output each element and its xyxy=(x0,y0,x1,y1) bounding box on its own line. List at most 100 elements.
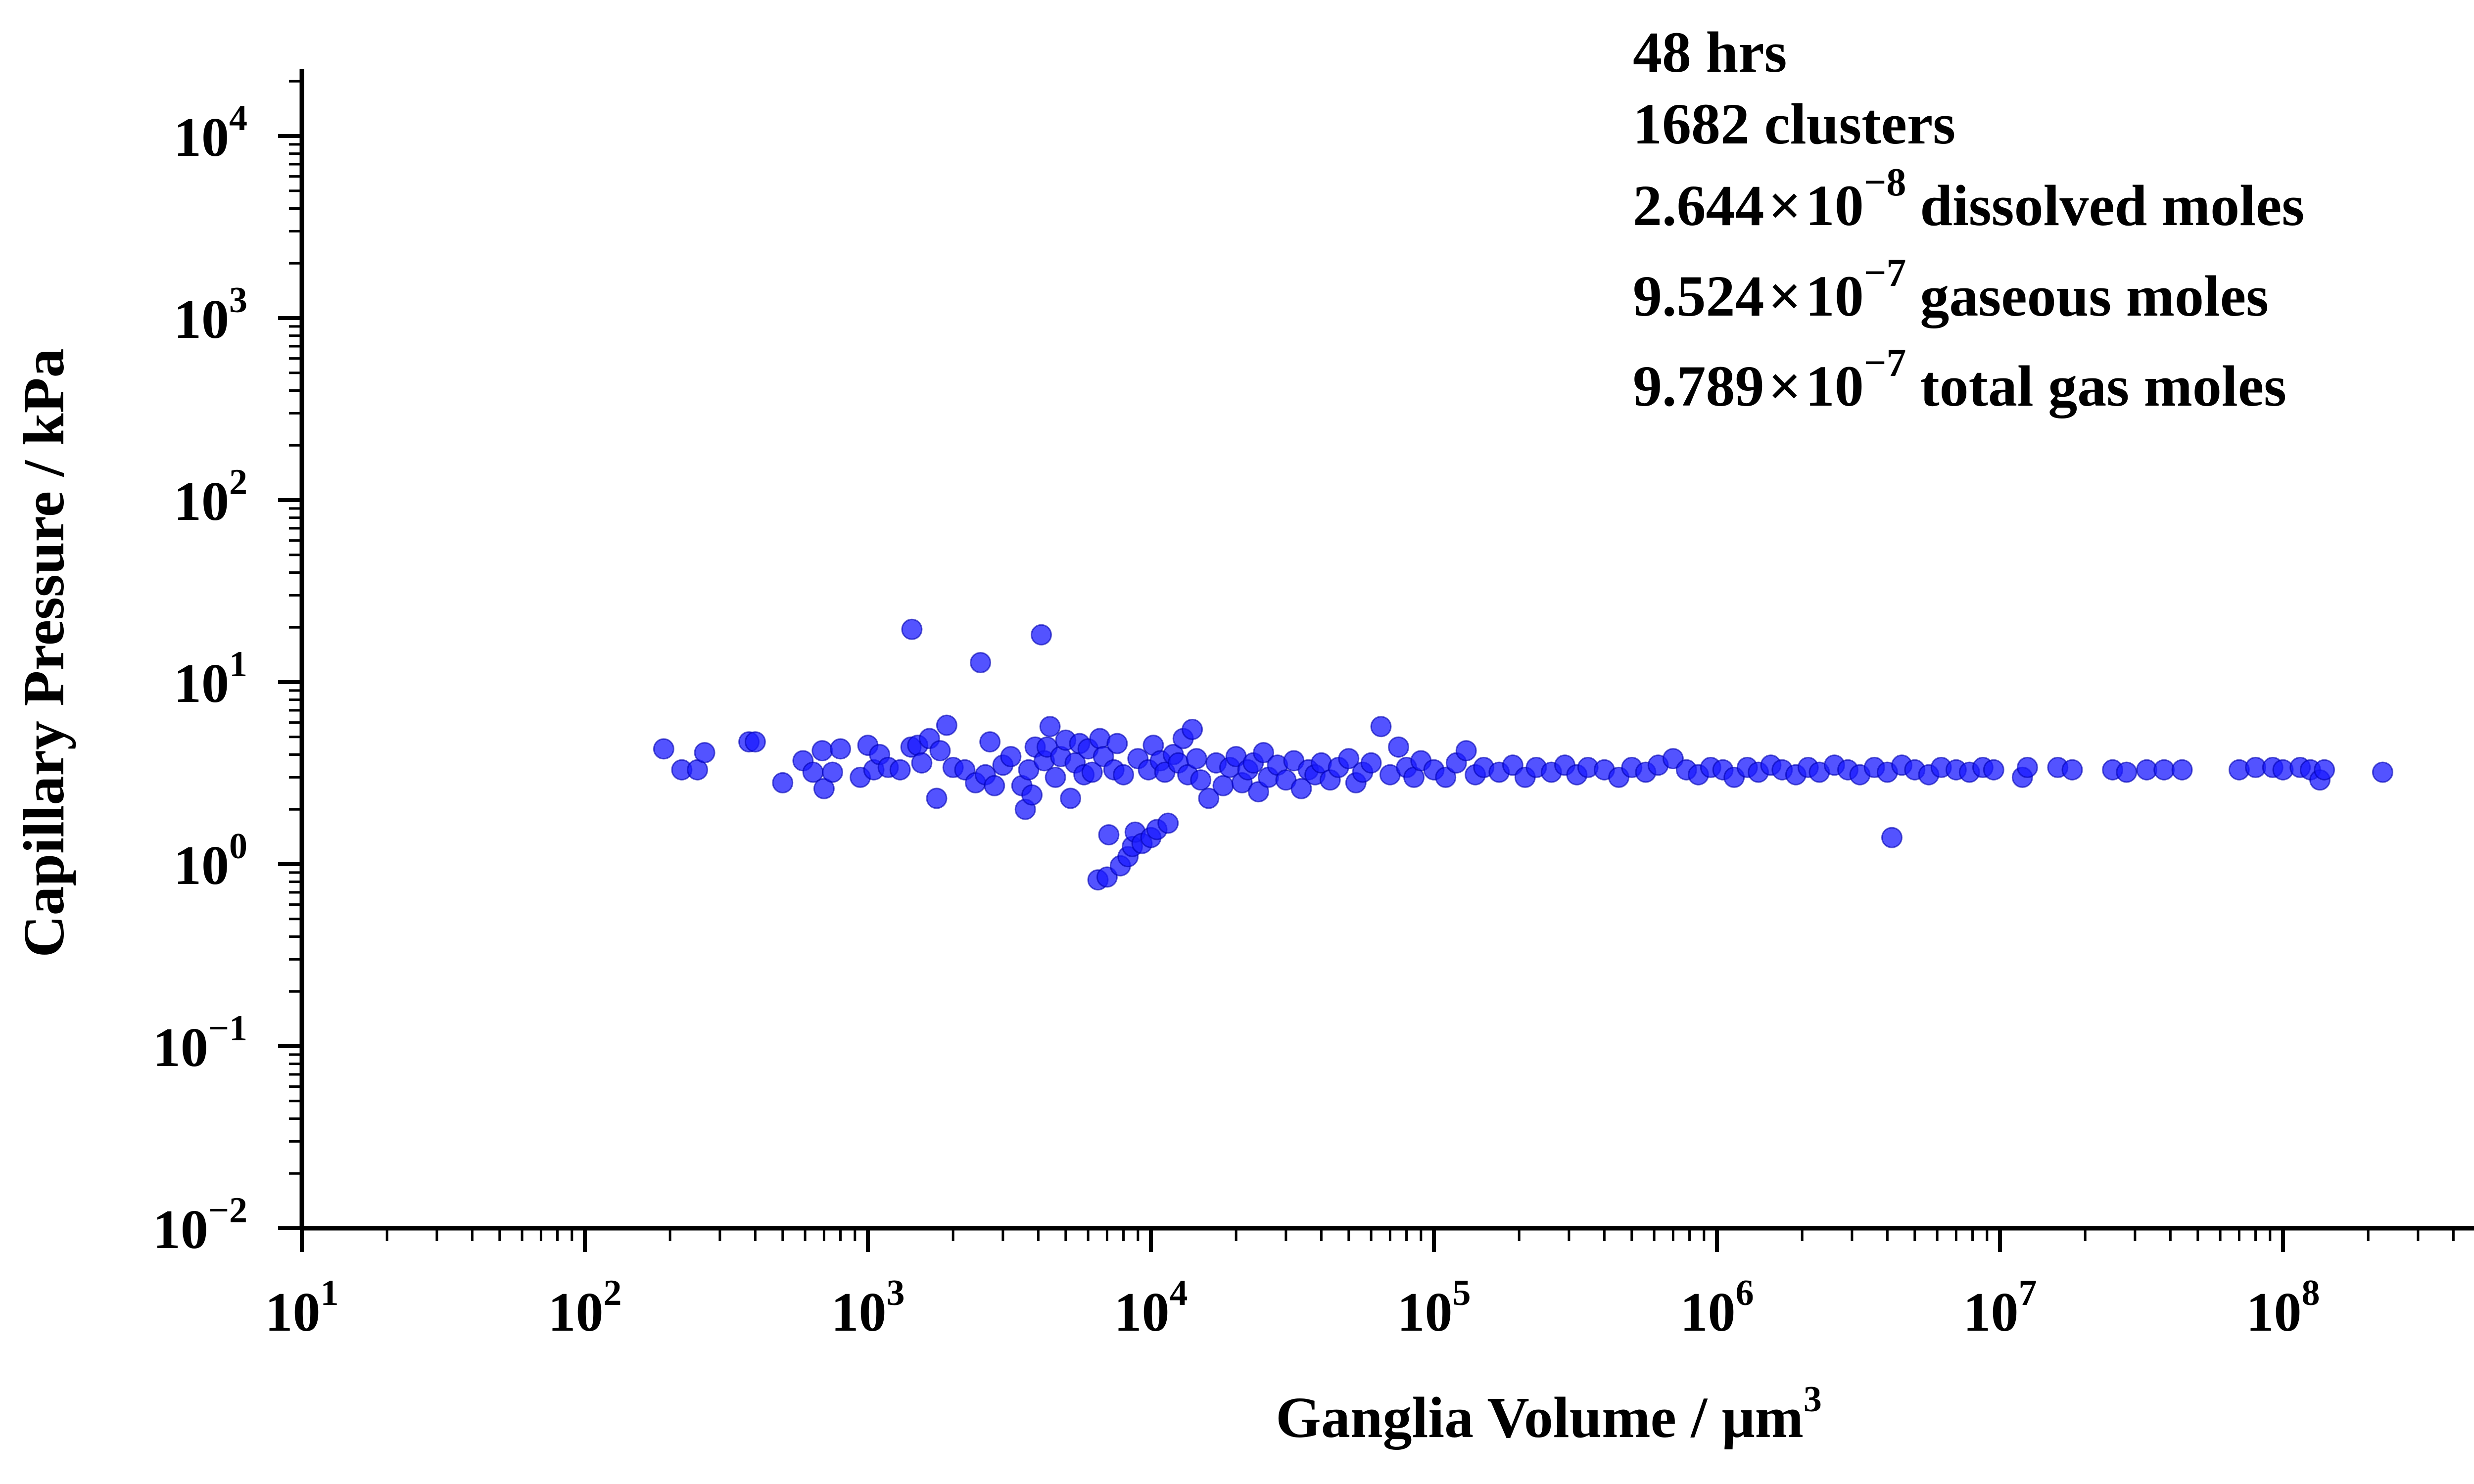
annotation-dissolved: 2.644×10−8 dissolved moles xyxy=(1633,161,2304,238)
x-tick-base: 10 xyxy=(1114,1282,1170,1343)
data-point xyxy=(1000,746,1022,767)
x-tick-base: 10 xyxy=(2246,1282,2302,1343)
data-point xyxy=(1182,719,1203,740)
data-point xyxy=(1106,733,1128,754)
y-tick-exponent: 4 xyxy=(229,98,247,139)
data-point xyxy=(1113,764,1135,786)
y-tick-label: 10−1 xyxy=(153,1008,247,1078)
x-tick-label: 101 xyxy=(265,1273,339,1343)
dissolved-exponent: −8 xyxy=(1864,161,1906,204)
data-point xyxy=(1045,766,1066,788)
dissolved-label: dissolved moles xyxy=(1920,173,2304,238)
x-tick-label: 103 xyxy=(831,1273,905,1343)
x-tick-base: 10 xyxy=(1397,1282,1453,1343)
annotation-time: 48 hrs xyxy=(1633,20,1787,85)
y-tick-exponent: 0 xyxy=(229,826,247,867)
data-point xyxy=(2061,759,2083,781)
data-point xyxy=(889,759,911,781)
data-point xyxy=(984,775,1005,796)
y-ticks xyxy=(278,80,302,1230)
data-point xyxy=(1455,740,1477,762)
data-point xyxy=(911,752,933,774)
y-tick-exponent: 3 xyxy=(229,280,247,321)
annotation-total: 9.789×10−7 total gas moles xyxy=(1633,341,2286,418)
data-point xyxy=(1186,748,1207,770)
data-point xyxy=(1248,781,1269,803)
x-tick-exponent: 6 xyxy=(1736,1273,1754,1313)
x-tick-label: 102 xyxy=(548,1273,622,1343)
axes xyxy=(299,69,2474,1231)
y-tick-label: 102 xyxy=(174,462,247,532)
total-exponent: −7 xyxy=(1864,341,1906,385)
x-tick-exponent: 7 xyxy=(2019,1273,2037,1313)
data-point xyxy=(1081,761,1103,783)
y-tick-label: 104 xyxy=(174,98,247,168)
y-tick-base: 10 xyxy=(153,1017,208,1078)
annotation-block: 48 hrs 1682 clusters 2.644×10−8 dissolved… xyxy=(1633,20,2304,418)
total-label: total gas moles xyxy=(1920,354,2286,418)
x-tick-base: 10 xyxy=(1963,1282,2019,1343)
x-tick-base: 10 xyxy=(1680,1282,1736,1343)
data-point xyxy=(1290,778,1312,799)
total-base: 10 xyxy=(1806,354,1864,418)
data-point xyxy=(1212,775,1234,796)
data-point xyxy=(1338,748,1360,770)
data-point xyxy=(1021,784,1043,806)
data-point xyxy=(2171,759,2193,781)
data-point xyxy=(1881,827,1903,848)
y-tick-label: 100 xyxy=(174,826,247,896)
y-tick-base: 10 xyxy=(174,107,229,168)
data-point xyxy=(772,772,794,793)
data-point xyxy=(744,731,766,753)
data-point xyxy=(830,738,852,760)
x-tick-base: 10 xyxy=(548,1282,604,1343)
x-tick-base: 10 xyxy=(265,1282,321,1343)
gaseous-mantissa: 9.524 xyxy=(1633,264,1764,328)
x-tick-labels: 101 102 103 104 105 106 107 108 xyxy=(265,1273,2320,1343)
data-point xyxy=(811,740,833,762)
data-point xyxy=(936,714,957,736)
data-point xyxy=(901,618,923,640)
data-point xyxy=(1198,788,1220,809)
data-point xyxy=(2372,761,2393,783)
y-tick-exponent: 2 xyxy=(229,462,247,503)
x-tick-exponent: 8 xyxy=(2302,1273,2320,1313)
y-axis-title: Capillary Pressure / kPa xyxy=(11,348,76,957)
gaseous-times: × xyxy=(1768,264,1802,328)
data-point xyxy=(1031,624,1052,646)
y-tick-exponent: 1 xyxy=(229,644,247,685)
x-ticks xyxy=(300,1228,2455,1252)
data-point xyxy=(2314,759,2335,781)
x-tick-label: 104 xyxy=(1114,1273,1188,1343)
x-tick-exponent: 5 xyxy=(1453,1273,1471,1313)
x-tick-exponent: 3 xyxy=(887,1273,905,1313)
data-point xyxy=(929,740,951,762)
dissolved-mantissa: 2.644 xyxy=(1633,173,1764,238)
gaseous-exponent: −7 xyxy=(1864,251,1906,295)
y-tick-exponent: −2 xyxy=(208,1190,247,1231)
total-times: × xyxy=(1768,354,1802,418)
x-tick-exponent: 2 xyxy=(604,1273,622,1313)
x-tick-label: 106 xyxy=(1680,1273,1754,1343)
data-point xyxy=(822,761,843,783)
data-point xyxy=(979,731,1001,753)
total-mantissa: 9.789 xyxy=(1633,354,1764,418)
y-tick-base: 10 xyxy=(174,289,229,350)
y-tick-base: 10 xyxy=(174,653,229,714)
dissolved-times: × xyxy=(1768,173,1802,238)
y-tick-label: 10−2 xyxy=(153,1190,247,1260)
gaseous-label: gaseous moles xyxy=(1920,264,2269,328)
data-point xyxy=(1253,742,1275,763)
data-point xyxy=(2153,759,2175,781)
y-tick-label: 103 xyxy=(174,280,247,350)
x-axis-title: Ganglia Volume / μm3 xyxy=(1276,1379,1822,1450)
x-tick-base: 10 xyxy=(831,1282,887,1343)
x-tick-label: 107 xyxy=(1963,1273,2037,1343)
y-tick-label: 101 xyxy=(174,644,247,714)
data-point xyxy=(1388,736,1409,758)
data-point xyxy=(1190,769,1212,791)
data-point xyxy=(926,788,948,809)
data-point xyxy=(1360,752,1382,774)
y-tick-base: 10 xyxy=(174,471,229,532)
